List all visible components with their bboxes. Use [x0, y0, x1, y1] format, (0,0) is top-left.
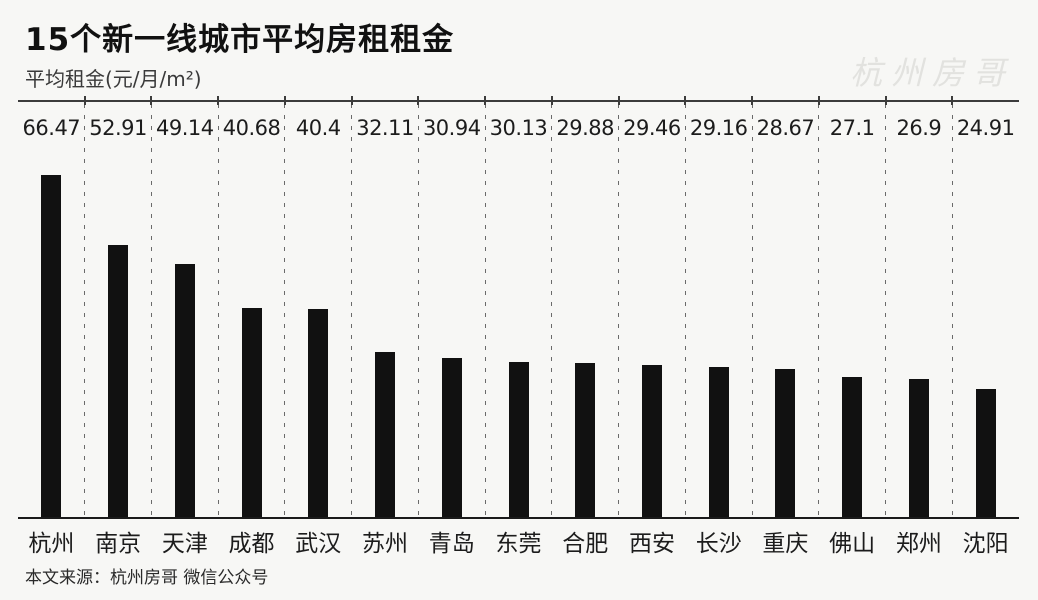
column-separator-dashed-line [751, 104, 753, 517]
bar-东莞 [508, 362, 529, 517]
x-axis-label-合肥: 合肥 [562, 531, 609, 557]
bar-value-label: 29.88 [556, 116, 615, 140]
axis-tick-mark [951, 96, 954, 105]
bar-郑州 [908, 379, 929, 517]
x-axis-label-西安: 西安 [628, 531, 675, 557]
bar-苏州 [375, 352, 396, 517]
axis-tick-mark [417, 96, 420, 105]
bar-武汉 [308, 309, 329, 517]
x-axis-label-青岛: 青岛 [428, 531, 475, 557]
axis-tick-mark [150, 96, 153, 105]
x-axis-label-东莞: 东莞 [495, 531, 542, 557]
column-separator-dashed-line [351, 104, 353, 517]
axis-tick-mark [817, 96, 820, 105]
bar-南京 [108, 245, 129, 517]
axis-tick-mark [350, 96, 353, 105]
bar-value-label: 32.11 [356, 116, 414, 140]
bar-杭州 [41, 175, 62, 517]
bar-value-label: 30.13 [489, 116, 548, 140]
x-axis-label-郑州: 郑州 [895, 531, 942, 557]
bar-天津 [174, 264, 195, 517]
x-axis-label-成都: 成都 [228, 531, 275, 557]
bar-value-label: 66.47 [22, 116, 81, 140]
bar-沈阳 [975, 389, 996, 517]
column-separator-dashed-line [84, 104, 86, 517]
x-axis-label-佛山: 佛山 [829, 531, 876, 557]
axis-tick-mark [83, 96, 86, 105]
column-separator-dashed-line [951, 104, 953, 517]
watermark-text: 杭州房哥 [849, 55, 1014, 91]
bar-value-label: 49.14 [156, 116, 214, 140]
x-axis-line [18, 517, 1019, 519]
x-axis-label-苏州: 苏州 [362, 531, 409, 557]
column-separator-dashed-line [417, 104, 419, 517]
column-separator-dashed-line [618, 104, 620, 517]
axis-tick-mark [217, 96, 220, 105]
bar-合肥 [575, 363, 596, 517]
axis-tick-mark [550, 96, 553, 105]
bar-value-label: 24.91 [956, 116, 1015, 140]
chart-title: 15个新一线城市平均房租租金 [25, 22, 455, 58]
axis-tick-mark [684, 96, 687, 105]
bar-value-label: 29.46 [623, 116, 681, 140]
bar-value-label: 27.1 [829, 116, 875, 140]
x-axis-label-武汉: 武汉 [295, 531, 342, 557]
bar-佛山 [842, 377, 863, 517]
column-separator-dashed-line [885, 104, 887, 517]
column-separator-dashed-line [551, 104, 553, 517]
bar-chart-plot-area: 66.47 52.91 49.14 40.68 40.4 32.11 30.94 30.13 2… [18, 96, 1019, 519]
bar-重庆 [775, 369, 796, 517]
axis-tick-mark [617, 96, 620, 105]
bar-青岛 [441, 358, 462, 517]
bar-西安 [641, 365, 662, 517]
x-axis-label-杭州: 杭州 [28, 531, 75, 557]
source-note: 本文来源：杭州房哥 微信公众号 [25, 568, 269, 588]
axis-tick-mark [884, 96, 887, 105]
axis-tick-mark [751, 96, 754, 105]
bar-value-label: 52.91 [89, 116, 147, 140]
bar-value-label: 26.9 [896, 116, 942, 140]
column-separator-dashed-line [484, 104, 486, 517]
column-separator-dashed-line [284, 104, 286, 517]
column-separator-dashed-line [150, 104, 152, 517]
axis-tick-mark [484, 96, 487, 105]
x-axis-label-重庆: 重庆 [762, 531, 809, 557]
column-separator-dashed-line [217, 104, 219, 517]
bar-value-label: 29.16 [689, 116, 748, 140]
bar-成都 [241, 308, 262, 517]
x-axis-label-天津: 天津 [161, 531, 208, 557]
top-axis-line [18, 100, 1019, 102]
bar-value-label: 40.4 [295, 116, 341, 140]
x-axis-label-沈阳: 沈阳 [962, 531, 1009, 557]
column-separator-dashed-line [818, 104, 820, 517]
x-axis-category-labels: 杭州 南京 天津 成都 武汉 苏州 青岛 东莞 合肥 西安 长沙 重庆 佛山 郑州 沈阳 [18, 524, 1019, 557]
axis-tick-mark [283, 96, 286, 105]
y-axis-unit-label: 平均租金(元/月/m²) [25, 67, 202, 91]
bar-value-label: 40.68 [222, 116, 281, 140]
column-separator-dashed-line [684, 104, 686, 517]
x-axis-label-南京: 南京 [95, 531, 142, 557]
bar-value-label: 28.67 [756, 116, 815, 140]
bar-长沙 [708, 367, 729, 517]
bar-value-label: 30.94 [422, 116, 481, 140]
x-axis-label-长沙: 长沙 [695, 531, 742, 557]
